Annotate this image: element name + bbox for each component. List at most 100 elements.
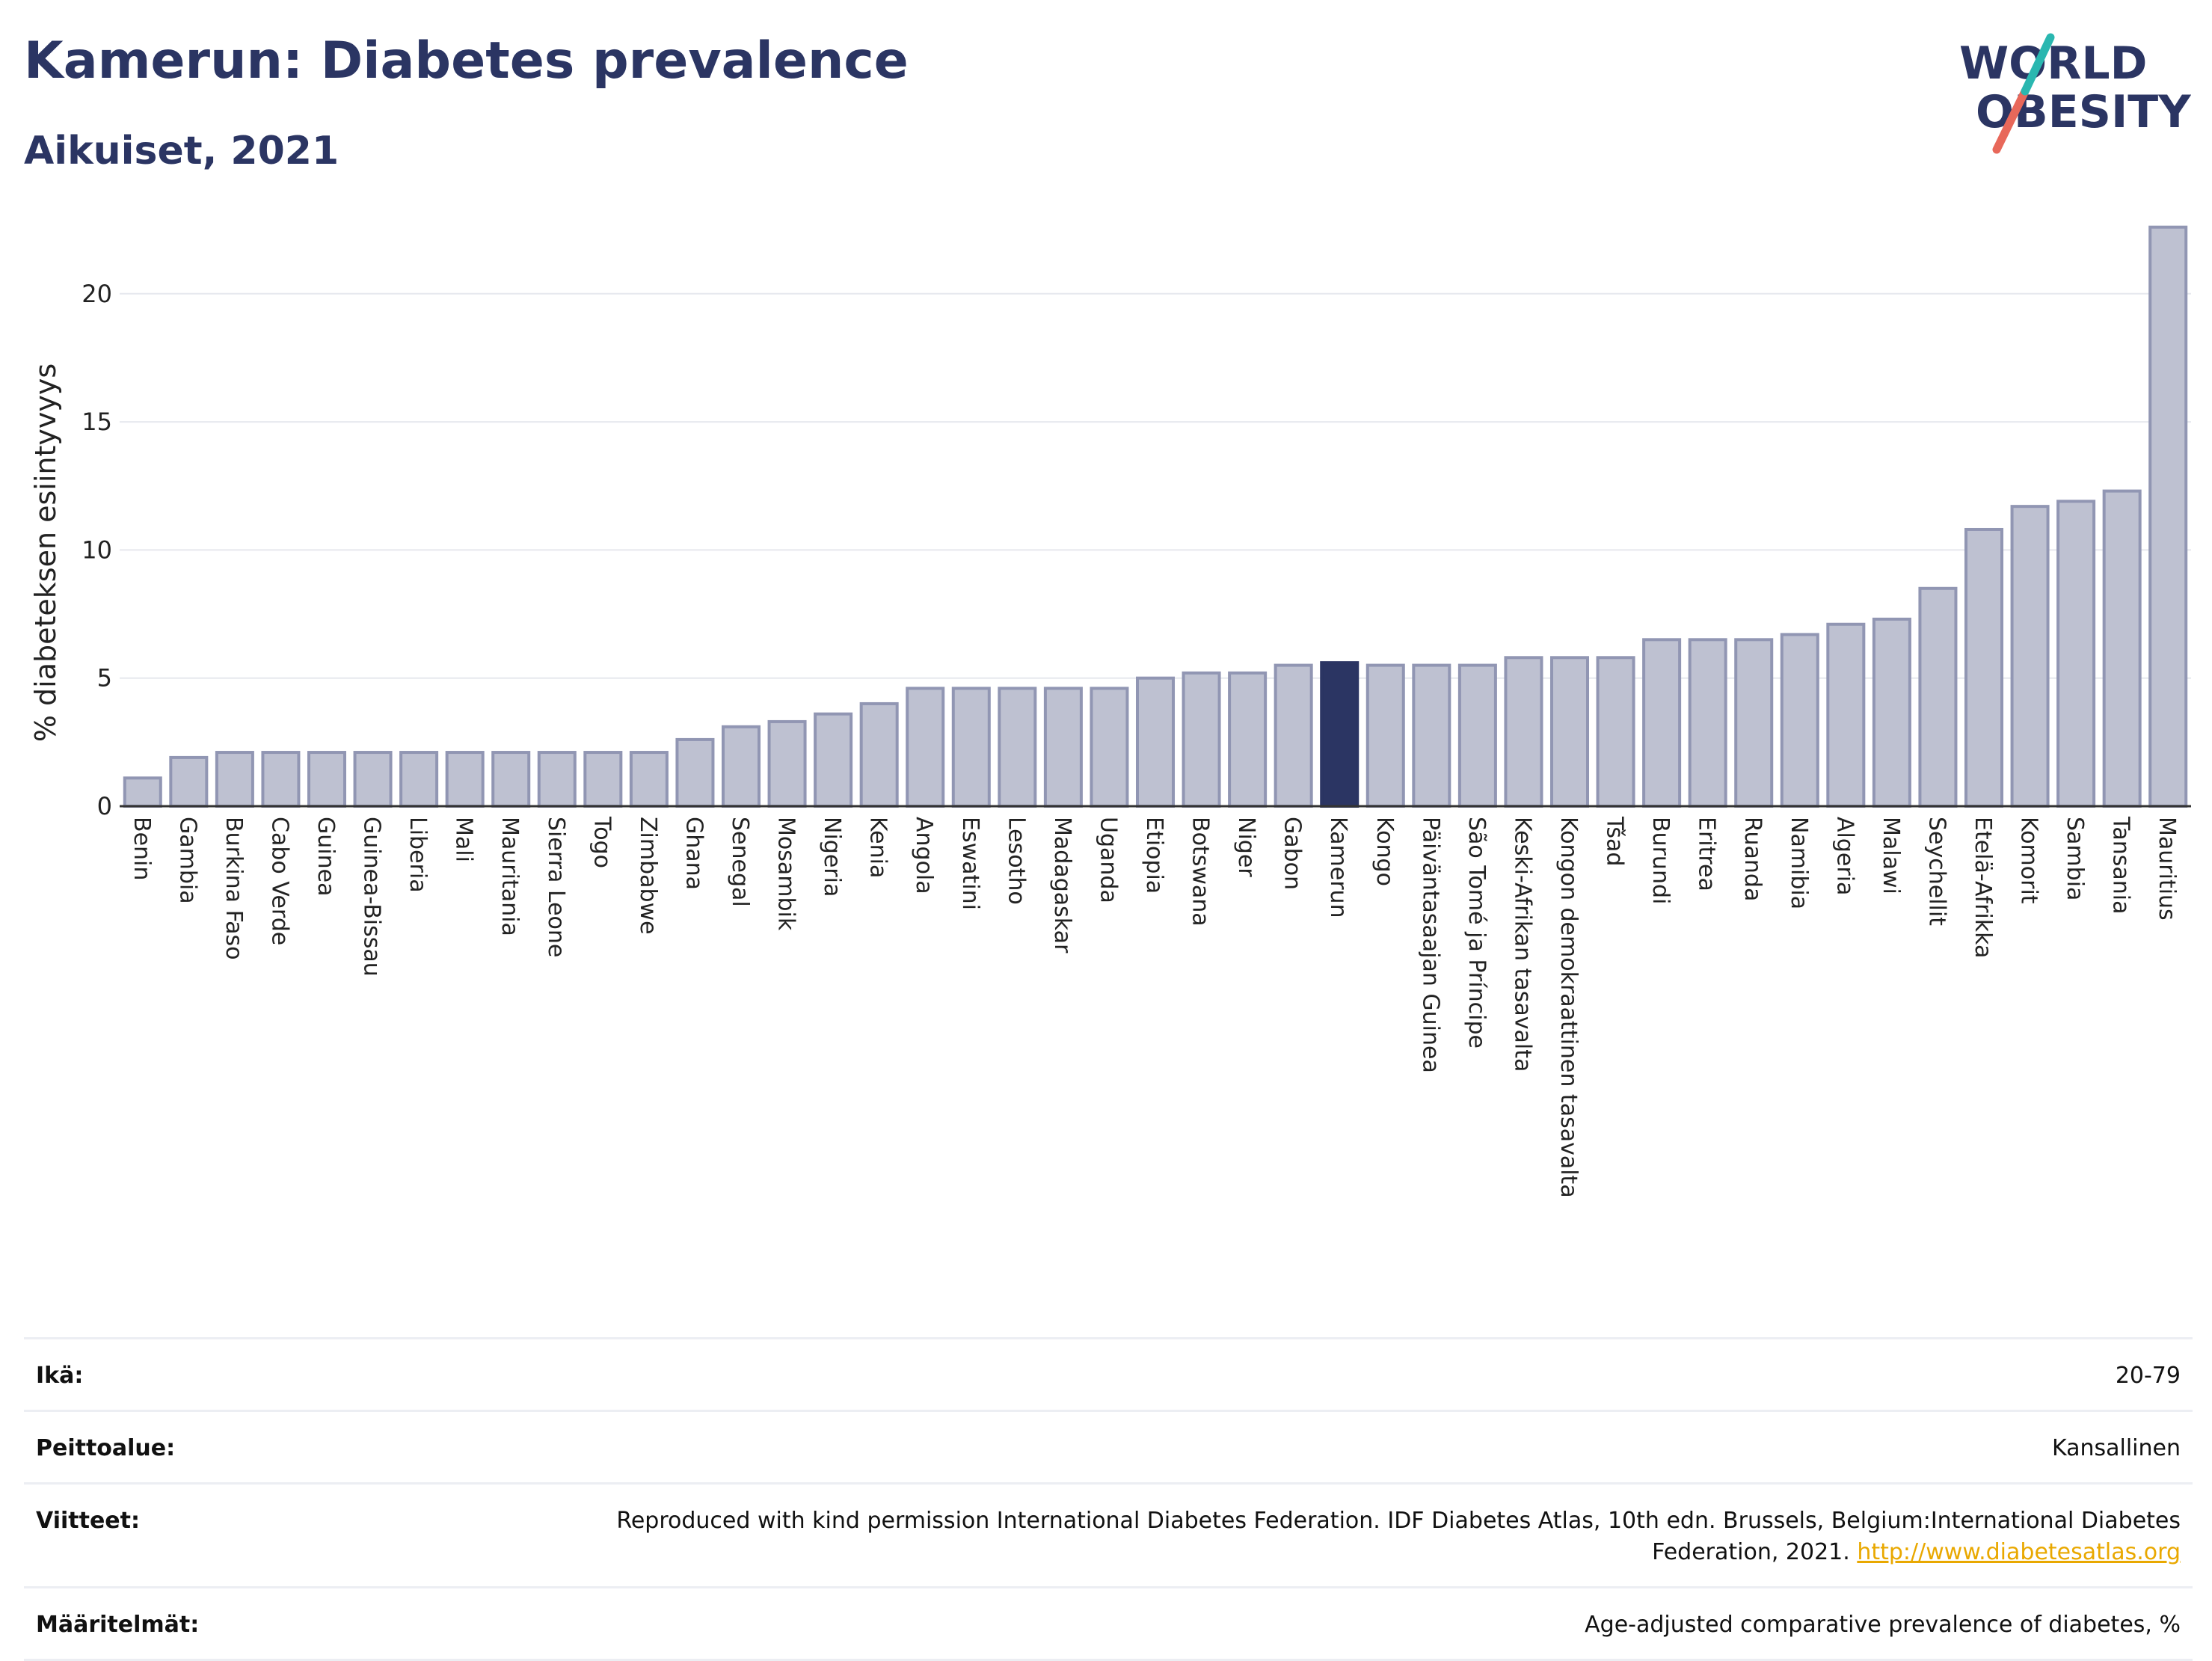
bar-algeria[interactable]: [1826, 622, 1866, 808]
bar-p-iv-ntasaajan-guinea[interactable]: [1412, 663, 1451, 808]
x-tick-label: Benin: [129, 817, 155, 880]
bar-nigeria[interactable]: [814, 712, 853, 808]
x-tick-label: Togo: [589, 816, 615, 868]
x-tick-label: Madagaskar: [1049, 817, 1075, 954]
y-tick-label: 10: [82, 535, 112, 564]
definitions-value: Age-adjusted comparative prevalence of d…: [1585, 1612, 2181, 1638]
x-tick-label: Tansania: [2108, 816, 2134, 915]
bar-niger[interactable]: [1228, 671, 1268, 808]
definitions-label: Määritelmät:: [36, 1612, 200, 1638]
bar-sierra-leone[interactable]: [537, 751, 577, 808]
bar-s-o-tom-ja-pr-ncipe[interactable]: [1457, 663, 1497, 808]
bar-mauritania[interactable]: [491, 751, 531, 808]
bar-botswana[interactable]: [1182, 671, 1221, 808]
bar-kamerun[interactable]: [1320, 661, 1360, 808]
x-tick-label: Namibia: [1786, 817, 1812, 909]
x-tick-label: Nigeria: [819, 817, 845, 897]
x-tick-label: Mosambik: [773, 817, 799, 931]
bar-t-ad[interactable]: [1596, 656, 1635, 808]
bar-eritrea[interactable]: [1688, 638, 1727, 808]
x-tick-label: Kenia: [865, 817, 891, 878]
x-tick-label: Päiväntasaajan Guinea: [1417, 817, 1443, 1073]
bar-burundi[interactable]: [1642, 638, 1682, 808]
info-row-references: Viitteet: Reproduced with kind permissio…: [24, 1482, 2193, 1586]
bar-kongo[interactable]: [1365, 663, 1405, 808]
bar-mauritius[interactable]: [2148, 225, 2188, 808]
bar-guinea[interactable]: [307, 751, 347, 808]
x-tick-label: Gabon: [1279, 817, 1306, 890]
logo-text-world: WORLD: [1959, 37, 2147, 90]
bar-mosambik[interactable]: [767, 719, 807, 808]
references-value: Reproduced with kind permission Internat…: [506, 1505, 2181, 1568]
x-tick-label: Malawi: [1878, 817, 1904, 894]
x-tick-label: Liberia: [405, 817, 431, 893]
y-tick-label: 5: [97, 664, 112, 693]
x-tick-label: Mauritius: [2154, 817, 2180, 921]
bar-angola[interactable]: [906, 687, 945, 808]
x-tick-label: Kamerun: [1325, 817, 1351, 918]
bar-seychellit[interactable]: [1918, 586, 1958, 808]
references-link[interactable]: http://www.diabetesatlas.org: [1857, 1539, 2181, 1565]
chart-subtitle: Aikuiset, 2021: [24, 129, 340, 174]
x-tick-label: Burundi: [1647, 817, 1674, 904]
x-tick-label: Kongon demokraattinen tasavalta: [1555, 817, 1582, 1198]
logo-slash-top: [2021, 33, 2055, 96]
bars: [123, 225, 2188, 808]
bar-sambia[interactable]: [2056, 500, 2096, 808]
bar-malawi[interactable]: [1872, 617, 1911, 808]
x-tick-label: Keski-Afrikan tasavalta: [1509, 817, 1535, 1072]
bar-mali[interactable]: [445, 751, 485, 808]
x-tick-label: São Tomé ja Príncipe: [1463, 817, 1490, 1049]
bar-cabo-verde[interactable]: [261, 751, 301, 808]
bar-chart: 0 5 10 15 20 Benin Gambia Burkina Faso Cabo Ver…: [29, 225, 2191, 1198]
bar-senegal[interactable]: [721, 725, 761, 808]
x-tick-label: Sambia: [2062, 817, 2088, 900]
age-label: Ikä:: [36, 1363, 84, 1389]
bar-namibia[interactable]: [1780, 633, 1819, 808]
bar-etiopia[interactable]: [1135, 676, 1176, 808]
bar-benin[interactable]: [123, 776, 162, 808]
bar-eswatini[interactable]: [951, 687, 991, 808]
bar-zimbabwe[interactable]: [629, 751, 669, 808]
x-tick-label: Angola: [911, 817, 937, 894]
bar-lesotho[interactable]: [998, 687, 1037, 808]
bar-ghana[interactable]: [675, 737, 715, 808]
references-text: Reproduced with kind permission Internat…: [616, 1508, 2181, 1565]
bar-uganda[interactable]: [1090, 687, 1129, 808]
bar-liberia[interactable]: [399, 751, 439, 808]
bar-togo[interactable]: [583, 751, 623, 808]
y-axis-label: % diabeteksen esiintyvyys: [29, 363, 62, 742]
x-tick-label: Zimbabwe: [635, 817, 661, 935]
y-tick-label: 15: [82, 408, 112, 436]
x-tick-label: Guinea: [313, 817, 339, 896]
x-axis-labels: Benin Gambia Burkina Faso Cabo Verde Guinea G…: [129, 816, 2180, 1198]
bar-kongon-demokraattinen-tasavalta[interactable]: [1549, 656, 1590, 808]
coverage-label: Peittoalue:: [36, 1435, 176, 1461]
x-tick-label: Gambia: [174, 817, 200, 904]
bar-burkina-faso[interactable]: [215, 751, 254, 808]
x-tick-label: Lesotho: [1003, 817, 1029, 905]
bar-etel-afrikka[interactable]: [1964, 527, 2004, 808]
bar-guinea-bissau[interactable]: [353, 751, 393, 808]
info-table: Ikä: 20-79 Peittoalue: Kansallinen Viitt…: [24, 1337, 2193, 1661]
bar-gabon[interactable]: [1274, 663, 1313, 808]
bar-ruanda[interactable]: [1734, 638, 1774, 808]
bar-kenia[interactable]: [859, 701, 899, 808]
x-tick-label: Uganda: [1095, 817, 1121, 903]
bar-tansania[interactable]: [2102, 489, 2142, 808]
world-obesity-logo[interactable]: WORLD OBESITY: [1944, 22, 2192, 157]
bar-gambia[interactable]: [169, 755, 209, 808]
x-tick-label: Guinea-Bissau: [359, 817, 385, 977]
x-tick-label: Mauritania: [497, 817, 523, 936]
x-tick-label: Botswana: [1188, 817, 1214, 927]
logo-graphic: WORLD OBESITY: [1959, 33, 2192, 154]
bar-keski-afrikan-tasavalta[interactable]: [1504, 656, 1543, 808]
x-tick-label: Seychellit: [1923, 817, 1950, 926]
x-tick-label: Ruanda: [1739, 817, 1766, 901]
x-tick-label: Senegal: [727, 817, 753, 907]
bar-komorit[interactable]: [2010, 505, 2050, 808]
x-tick-label: Etelä-Afrikka: [1970, 817, 1996, 958]
age-value: 20-79: [2115, 1363, 2181, 1389]
bar-madagaskar[interactable]: [1043, 687, 1083, 808]
x-tick-label: Eritrea: [1694, 817, 1720, 891]
